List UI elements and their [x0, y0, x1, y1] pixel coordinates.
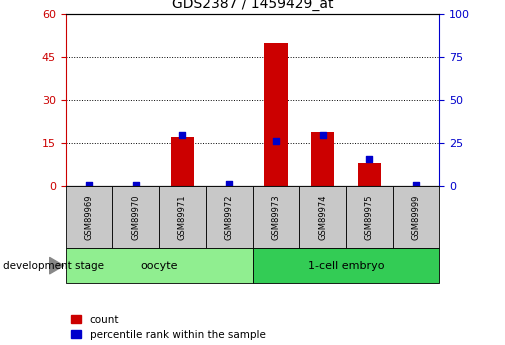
Point: [272, 139, 280, 144]
Text: GSM89974: GSM89974: [318, 195, 327, 240]
Bar: [346, 186, 393, 248]
Text: GSM89970: GSM89970: [131, 195, 140, 240]
Text: development stage: development stage: [3, 261, 104, 270]
Bar: [393, 186, 439, 248]
Point: [132, 182, 140, 188]
Point: [225, 181, 233, 187]
Bar: [299, 186, 346, 248]
Text: GSM89969: GSM89969: [84, 195, 93, 240]
Bar: [311, 132, 334, 186]
Text: GSM89975: GSM89975: [365, 195, 374, 240]
Bar: [252, 248, 439, 283]
Bar: [264, 42, 287, 186]
Bar: [66, 186, 113, 248]
Point: [319, 132, 327, 137]
Bar: [159, 186, 206, 248]
Bar: [252, 186, 299, 248]
Bar: [66, 248, 252, 283]
Title: GDS2387 / 1459429_at: GDS2387 / 1459429_at: [172, 0, 333, 11]
Point: [85, 182, 93, 187]
Bar: [206, 186, 252, 248]
Bar: [113, 186, 159, 248]
Legend: count, percentile rank within the sample: count, percentile rank within the sample: [71, 315, 266, 340]
Point: [178, 132, 186, 137]
Text: GSM89971: GSM89971: [178, 195, 187, 240]
Text: GSM89999: GSM89999: [412, 195, 421, 240]
Text: GSM89973: GSM89973: [271, 195, 280, 240]
Text: GSM89972: GSM89972: [225, 195, 234, 240]
Bar: [358, 163, 381, 186]
Text: 1-cell embryo: 1-cell embryo: [308, 261, 384, 270]
Bar: [171, 137, 194, 186]
Point: [365, 156, 373, 161]
Text: oocyte: oocyte: [140, 261, 178, 270]
Polygon shape: [49, 257, 64, 274]
Point: [412, 182, 420, 188]
